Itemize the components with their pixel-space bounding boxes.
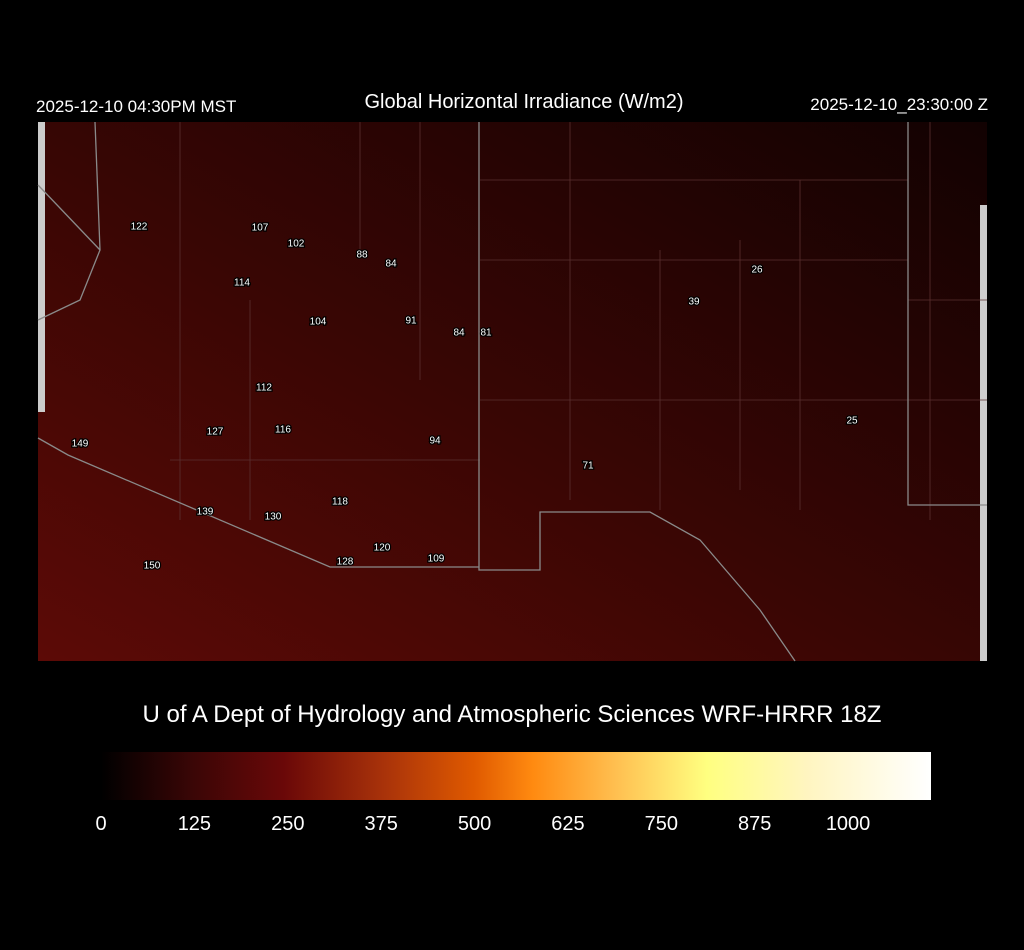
station-value: 150 (144, 561, 161, 572)
station-value: 26 (751, 265, 763, 276)
tick-label: 750 (645, 813, 678, 835)
station-value: 122 (131, 222, 148, 233)
station-values: 122 107 102 88 84 114 104 91 84 81 112 149 127 116 94 7… (70, 220, 859, 573)
map-edge (980, 205, 987, 661)
station-value: 81 (480, 328, 492, 339)
tick-label: 875 (738, 813, 771, 835)
station-value: 114 (234, 278, 250, 289)
station-value: 116 (275, 425, 291, 436)
station-value: 84 (453, 328, 465, 339)
station-value: 128 (337, 557, 354, 568)
station-value: 139 (197, 507, 214, 518)
station-value: 112 (256, 383, 272, 394)
map-field (38, 122, 987, 661)
station-value: 120 (374, 543, 391, 554)
local-time: 2025-12-10 04:30PM MST (36, 97, 236, 116)
colorbar (101, 752, 931, 800)
tick-label: 125 (178, 813, 211, 835)
station-value: 25 (846, 416, 858, 427)
station-value: 118 (332, 497, 348, 508)
station-value: 130 (265, 512, 282, 523)
station-value: 71 (582, 461, 594, 472)
tick-label: 1000 (826, 813, 871, 835)
station-value: 127 (207, 427, 224, 438)
state-borders (37, 121, 987, 662)
tick-label: 375 (364, 813, 397, 835)
station-value: 107 (252, 223, 269, 234)
footer: U of A Dept of Hydrology and Atmospheric… (143, 701, 882, 728)
tick-label: 625 (551, 813, 584, 835)
station-value: 39 (688, 297, 700, 308)
map-edge (38, 122, 45, 412)
tick-label: 250 (271, 813, 304, 835)
county-lines (170, 122, 987, 520)
station-value: 109 (428, 554, 445, 565)
map-title: Global Horizontal Irradiance (W/m2) (365, 91, 684, 113)
tick-label: 0 (95, 813, 106, 835)
tick-label: 500 (458, 813, 491, 835)
station-value: 88 (356, 250, 368, 261)
station-value: 149 (72, 439, 89, 450)
map: 122 107 102 88 84 114 104 91 84 81 112 149 127 116 94 7… (37, 121, 987, 662)
station-value: 91 (405, 316, 417, 327)
station-value: 102 (288, 239, 305, 250)
utc-time: 2025-12-10_23:30:00 Z (810, 95, 988, 114)
station-value: 94 (429, 436, 441, 447)
station-value: 84 (385, 259, 397, 270)
station-value: 104 (310, 317, 327, 328)
colorbar-ticks: 0 125 250 375 500 625 750 875 1000 (95, 800, 870, 835)
